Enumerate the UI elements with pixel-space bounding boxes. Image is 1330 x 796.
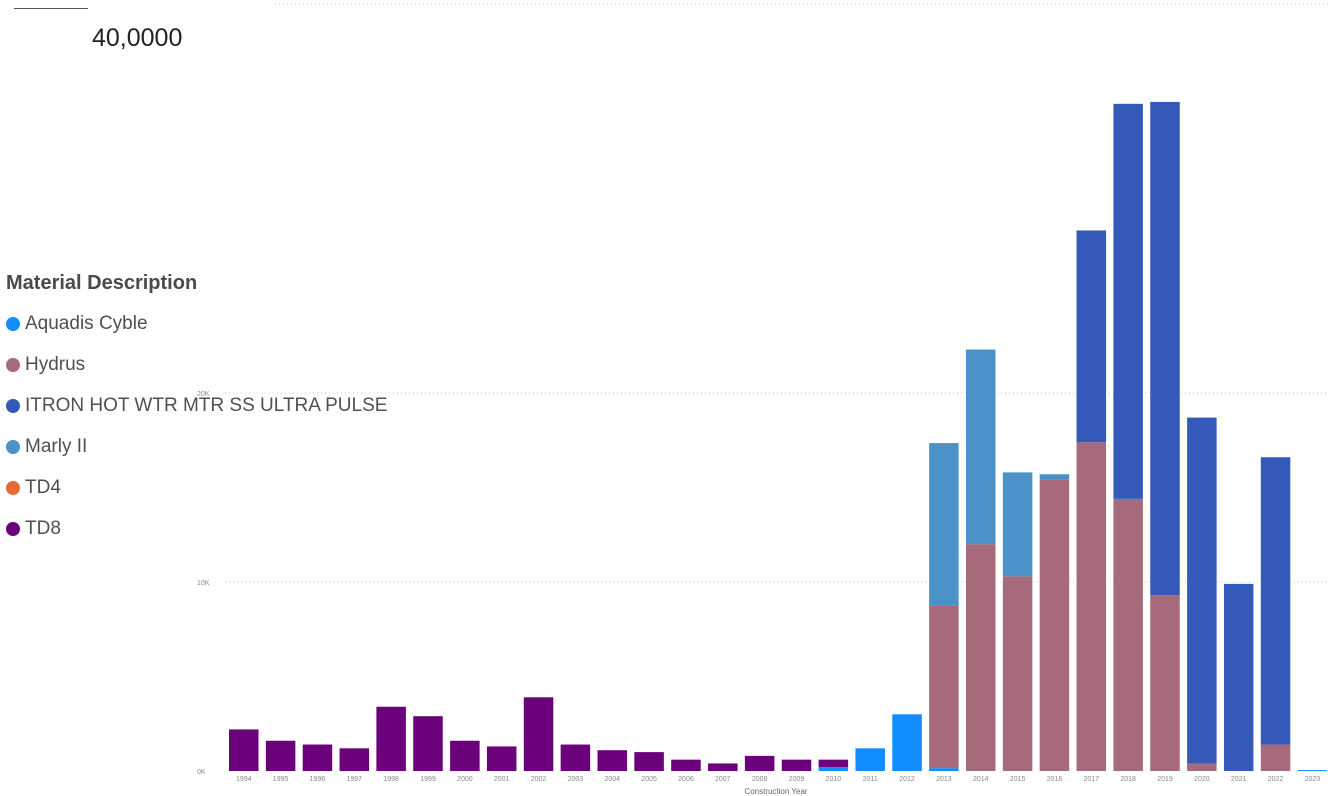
x-tick-label: 2014 [973,776,989,783]
bar-segment-2018-hydrus[interactable] [1113,498,1143,771]
x-tick-label: 2007 [715,776,731,783]
y-tick-label: 20K [197,391,210,398]
bar-segment-2000-td8[interactable] [450,740,480,771]
legend-item-itron[interactable]: ITRON HOT WTR MTR SS ULTRA PULSE [6,385,387,426]
bar-segment-1999-td8[interactable] [413,716,443,771]
bar-segment-2017-itron-hot-wtr-mtr-ss-ultra-pulse[interactable] [1076,230,1107,443]
x-tick-label: 1999 [420,776,436,783]
bar-segment-2004-td8[interactable] [597,750,628,771]
top-rule [14,8,88,9]
legend-label: TD4 [25,476,61,498]
bar-segment-1997-td8[interactable] [339,748,370,771]
bar-segment-2018-itron-hot-wtr-mtr-ss-ultra-pulse[interactable] [1113,103,1143,499]
x-tick-label: 1995 [273,776,289,783]
bar-segment-2019-itron-hot-wtr-mtr-ss-ultra-pulse[interactable] [1150,101,1180,596]
bar-segment-2022-hydrus[interactable] [1260,744,1291,771]
x-tick-label: 2010 [826,776,842,783]
bar-segment-2023-aquadis-cyble[interactable] [1297,770,1328,772]
bar-segment-2013-hydrus[interactable] [929,605,959,769]
legend-dot-icon [6,521,20,536]
x-tick-label: 2000 [457,776,473,783]
x-tick-label: 2008 [752,776,768,783]
x-tick-label: 2003 [568,776,584,783]
bar-segment-2020-itron-hot-wtr-mtr-ss-ultra-pulse[interactable] [1187,417,1217,764]
bar-segment-2008-td8[interactable] [744,755,775,771]
x-tick-label: 2006 [678,776,694,783]
bar-segment-2020-hydrus[interactable] [1187,763,1217,771]
bar-segment-2021-itron-hot-wtr-mtr-ss-ultra-pulse[interactable] [1223,583,1254,771]
bar-segment-2005-td8[interactable] [634,752,664,771]
x-tick-label: 2020 [1194,776,1210,783]
bar-segment-2014-hydrus[interactable] [966,544,996,771]
x-tick-label: 2016 [1047,776,1063,783]
bar-segment-1995-td8[interactable] [265,740,296,771]
bar-segment-2015-marly-ii[interactable] [1002,472,1033,577]
bar-segment-2007-td8[interactable] [708,763,738,771]
bar-segment-1996-td8[interactable] [302,744,333,771]
bar-segment-2016-marly-ii[interactable] [1039,474,1070,480]
x-tick-label: 2013 [936,776,952,783]
x-tick-label: 2005 [641,776,657,783]
legend-label: Hydrus [25,353,86,375]
x-tick-label: 2015 [1010,776,1026,783]
bar-segment-1998-td8[interactable] [376,706,406,771]
x-axis-title: Construction Year [744,787,807,796]
bar-segment-2019-hydrus[interactable] [1150,595,1180,771]
bar-segment-1994-td8[interactable] [229,729,259,771]
legend-dot-icon [6,398,20,413]
legend-label: Aquadis Cyble [25,312,148,334]
legend-item-td4[interactable]: TD4 [6,467,387,508]
bar-segment-2001-td8[interactable] [486,746,517,771]
legend-item-aquadis-cyble[interactable]: Aquadis Cyble [6,303,387,344]
legend-label: Marly II [25,435,88,457]
x-tick-label: 2002 [531,776,547,783]
x-tick-label: 2019 [1157,776,1173,783]
x-tick-label: 2018 [1120,776,1136,783]
header-value: 40,0000 [92,24,183,52]
bar-segment-2010-aquadis-cyble[interactable] [818,767,849,771]
y-tick-label: 10K [197,580,210,587]
bar-segment-2016-hydrus[interactable] [1039,479,1070,771]
x-tick-label: 2022 [1268,776,1284,783]
legend-item-td8[interactable]: TD8 [6,508,387,549]
x-tick-label: 2021 [1231,776,1247,783]
x-tick-label: 2017 [1084,776,1100,783]
bar-segment-2015-hydrus[interactable] [1002,576,1033,771]
bar-segment-2011-aquadis-cyble[interactable] [855,748,885,771]
bar-segment-2012-aquadis-cyble[interactable] [892,714,922,771]
x-tick-label: 2001 [494,776,510,783]
bar-segment-2013-marly-ii[interactable] [929,443,959,606]
legend: Material Description Aquadis Cyble Hydru… [6,272,387,549]
bar-segment-2009-td8[interactable] [781,759,812,771]
bar-segment-2003-td8[interactable] [560,744,591,771]
legend-label: ITRON HOT WTR MTR SS ULTRA PULSE [25,394,388,416]
bar-segment-2010-td8[interactable] [818,759,849,768]
bar-segment-2014-marly-ii[interactable] [966,349,996,545]
legend-item-marly-ii[interactable]: Marly II [6,426,387,467]
x-tick-label: 1994 [236,776,252,783]
legend-dot-icon [6,316,20,331]
legend-dot-icon [6,439,20,454]
x-tick-label: 1997 [347,776,363,783]
x-tick-label: 2009 [789,776,805,783]
x-tick-label: 1998 [383,776,399,783]
bar-segment-2002-td8[interactable] [523,697,554,771]
y-tick-label: 0K [197,769,206,776]
bar-segment-2006-td8[interactable] [671,759,701,771]
legend-title: Material Description [6,272,198,294]
legend-dot-icon [6,357,20,372]
legend-label: TD8 [25,517,61,539]
x-tick-label: 2012 [899,776,915,783]
x-tick-label: 2011 [863,776,878,783]
bar-segment-2013-aquadis-cyble[interactable] [929,768,959,771]
legend-dot-icon [6,480,20,495]
x-tick-label: 2023 [1305,776,1321,783]
bar-segment-2017-hydrus[interactable] [1076,442,1107,771]
x-tick-label: 1996 [310,776,326,783]
legend-item-hydrus[interactable]: Hydrus [6,344,387,385]
x-tick-label: 2004 [604,776,620,783]
bar-segment-2022-itron-hot-wtr-mtr-ss-ultra-pulse[interactable] [1260,457,1291,745]
